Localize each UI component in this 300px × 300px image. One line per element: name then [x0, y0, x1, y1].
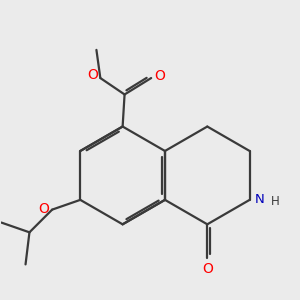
Text: N: N	[254, 194, 264, 206]
Text: H: H	[271, 195, 280, 208]
Text: O: O	[88, 68, 98, 82]
Text: O: O	[154, 69, 165, 83]
Text: O: O	[202, 262, 213, 276]
Text: O: O	[38, 202, 49, 216]
